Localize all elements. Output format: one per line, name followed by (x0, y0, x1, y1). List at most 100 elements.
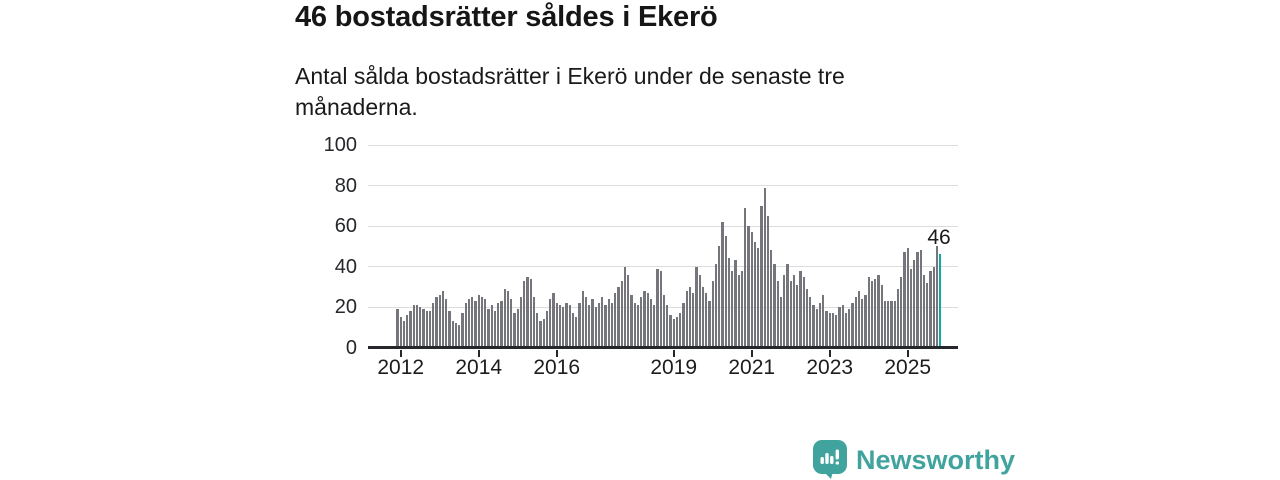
bar (510, 298, 513, 348)
bar (711, 280, 714, 348)
x-axis-label-2012: 2012 (377, 356, 425, 379)
bar (909, 268, 913, 348)
bar (763, 187, 766, 348)
bar (753, 242, 757, 348)
bar (835, 315, 838, 348)
bar (688, 286, 692, 348)
bar (848, 309, 851, 348)
bar (812, 304, 815, 348)
bar (464, 302, 467, 348)
bar (747, 226, 750, 348)
bar (929, 270, 932, 348)
bar (581, 290, 584, 348)
bar (783, 274, 786, 348)
gridline-y-40 (368, 266, 958, 267)
x-axis-tick-2014 (477, 349, 480, 357)
bar (887, 300, 890, 348)
bar (591, 298, 594, 348)
x-axis-label-2023: 2023 (806, 356, 854, 379)
bar (831, 313, 835, 348)
bar (493, 311, 497, 348)
bar (698, 274, 701, 348)
bar (474, 300, 477, 348)
bar (578, 302, 581, 348)
bar (604, 304, 607, 348)
bar (526, 276, 529, 348)
bar (815, 309, 818, 348)
bar (513, 313, 516, 348)
bar (448, 311, 451, 348)
bar (633, 302, 636, 348)
bar (727, 258, 731, 348)
chart-title: 46 bostadsrätter såldes i Ekerö (295, 1, 718, 33)
y-axis-label-20: 20 (334, 296, 357, 318)
chart-subtitle: Antal sålda bostadsrätter i Ekerö under … (295, 63, 845, 120)
bar (601, 296, 604, 348)
x-axis-label-2016: 2016 (533, 356, 581, 379)
bar (737, 274, 740, 348)
bar (851, 302, 854, 348)
bar (568, 304, 571, 348)
bar (867, 276, 870, 348)
x-axis-label-2014: 2014 (455, 356, 503, 379)
bar (646, 292, 649, 348)
bar (636, 304, 640, 348)
bar (399, 317, 402, 348)
bar (445, 298, 448, 348)
bar (607, 298, 610, 348)
y-axis-label-80: 80 (334, 174, 357, 197)
bar (935, 246, 939, 348)
bar (903, 252, 906, 348)
bar (822, 294, 825, 348)
bar (659, 270, 662, 348)
bar (549, 298, 552, 348)
bar (662, 294, 666, 348)
bar (558, 304, 562, 348)
bar (734, 260, 737, 348)
bar (402, 321, 406, 348)
bar (669, 315, 672, 348)
bar (809, 296, 812, 348)
bar (672, 319, 675, 348)
bar (425, 311, 428, 348)
bar (740, 270, 744, 348)
bar (571, 313, 575, 348)
gridline-y-60 (368, 225, 958, 227)
bar (922, 274, 926, 348)
bar (913, 260, 916, 348)
bar (406, 315, 409, 348)
bar (789, 280, 792, 348)
bar (805, 288, 809, 348)
bar (932, 266, 935, 348)
bar (461, 313, 464, 348)
bar (617, 286, 620, 348)
bar (588, 304, 591, 348)
x-axis-label-2025: 2025 (884, 356, 932, 379)
bar (630, 294, 633, 348)
bar (679, 313, 682, 348)
bar (471, 296, 474, 348)
bar (770, 250, 773, 348)
bar (552, 292, 555, 348)
bar (874, 278, 877, 348)
bar (841, 304, 844, 348)
newsworthy-brand-link[interactable]: Newsworthy (813, 440, 1015, 479)
x-axis-tick-2023 (828, 349, 831, 357)
bar (575, 317, 578, 348)
x-axis-label-2021: 2021 (728, 356, 776, 379)
gridline-y-100 (368, 144, 958, 146)
bar (542, 319, 545, 348)
bar (701, 286, 705, 348)
bar (926, 282, 929, 348)
bar (519, 296, 523, 348)
bar (597, 302, 601, 348)
bar (536, 313, 539, 348)
x-axis-tick-2016 (555, 349, 558, 357)
bar (870, 280, 874, 348)
bar (779, 296, 783, 348)
bar (766, 215, 770, 348)
bar (757, 248, 760, 348)
bar (906, 248, 909, 348)
bar (802, 276, 805, 348)
